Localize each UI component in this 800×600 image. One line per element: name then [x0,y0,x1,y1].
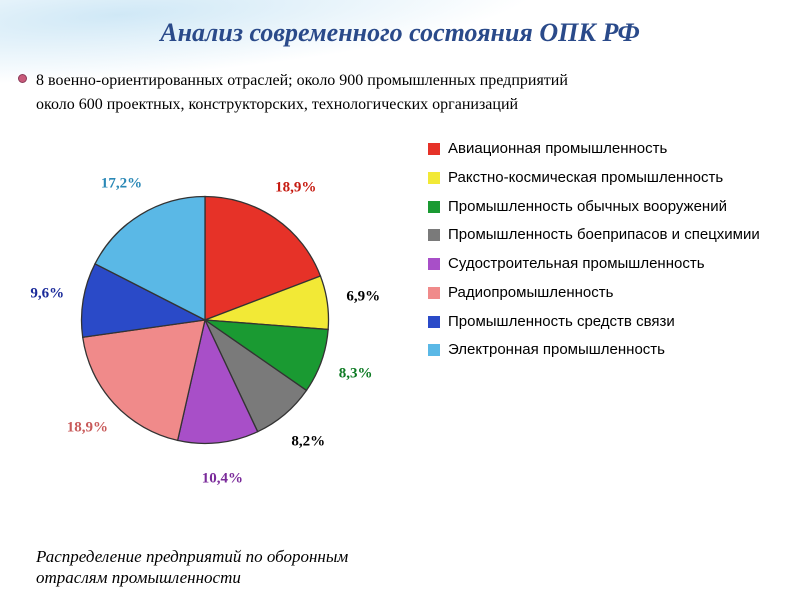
bullet-text-line-2: около 600 проектных, конструкторских, те… [36,96,518,113]
legend-item: Судостроительная промышленность [428,255,788,274]
legend-swatch [428,143,440,155]
pie-slice-label: 9,6% [30,285,64,302]
legend-label: Авиационная промышленность [448,140,667,159]
legend-item: Электронная промышленность [428,341,788,360]
legend-swatch [428,316,440,328]
pie-chart: 18,9%6,9%8,3%8,2%10,4%18,9%9,6%17,2% [40,155,370,485]
pie-slice-label: 10,4% [202,470,243,487]
legend-item: Авиационная промышленность [428,140,788,159]
legend-swatch [428,172,440,184]
legend-item: Промышленность средств связи [428,313,788,332]
chart-caption: Распределение предприятий по оборонным о… [36,546,356,589]
pie-svg [75,190,335,450]
legend-item: Промышленность обычных вооружений [428,198,788,217]
legend-item: Радиопромышленность [428,284,788,303]
legend-label: Судостроительная промышленность [448,255,705,274]
summary-bullet: 8 военно-ориентированных отраслей; около… [36,70,780,115]
legend-swatch [428,258,440,270]
pie-canvas [75,190,335,450]
legend-swatch [428,201,440,213]
bullet-icon [18,74,27,83]
legend-label: Промышленность обычных вооружений [448,198,727,217]
pie-slice-label: 6,9% [346,289,380,306]
bullet-text-line-1: 8 военно-ориентированных отраслей; около… [36,72,568,89]
legend-label: Радиопромышленность [448,284,613,303]
legend-swatch [428,287,440,299]
legend-label: Промышленность средств связи [448,313,675,332]
pie-slice-label: 8,2% [291,434,325,451]
legend-item: Ракстно-космическая промышленность [428,169,788,188]
chart-legend: Авиационная промышленность Ракстно-космич… [428,140,788,370]
pie-slice-label: 8,3% [339,365,373,382]
page-title: Анализ современного состояния ОПК РФ [0,18,800,48]
legend-swatch [428,344,440,356]
pie-slice-label: 17,2% [101,175,142,192]
pie-slice-label: 18,9% [275,180,316,197]
pie-slice-label: 18,9% [67,420,108,437]
legend-item: Промышленность боеприпасов и спецхимии [428,226,788,245]
legend-label: Электронная промышленность [448,341,665,360]
legend-swatch [428,229,440,241]
legend-label: Промышленность боеприпасов и спецхимии [448,226,760,245]
legend-label: Ракстно-космическая промышленность [448,169,723,188]
